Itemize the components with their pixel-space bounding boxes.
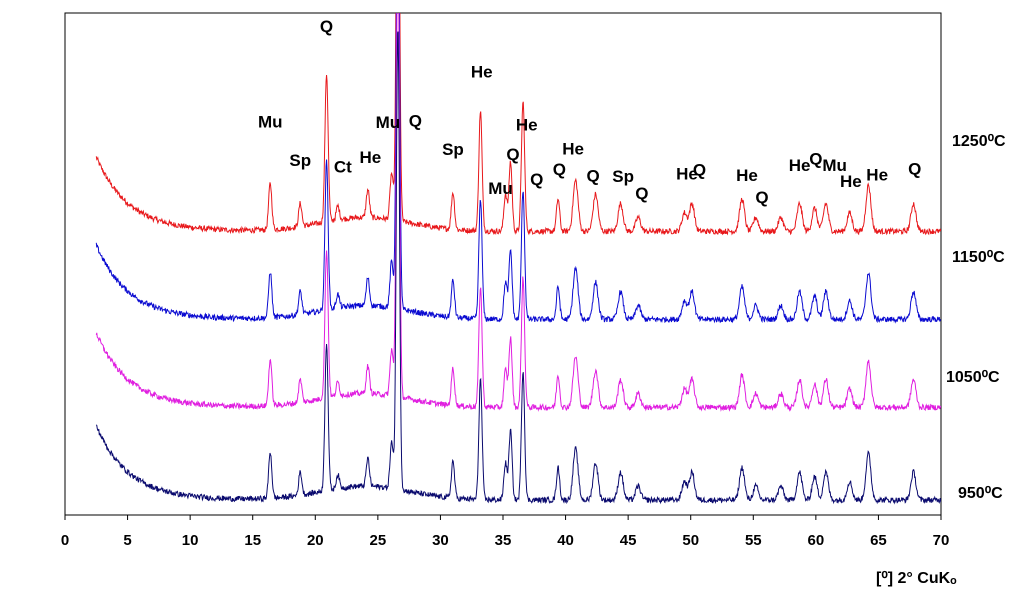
peak-label: Q <box>506 145 519 164</box>
peak-label: Mu <box>376 113 401 132</box>
x-tick-label: 50 <box>682 532 699 549</box>
peak-label: Q <box>755 188 768 207</box>
peak-label: He <box>789 156 811 175</box>
peak-label: Mu <box>488 179 513 198</box>
x-tick-label: 25 <box>370 532 387 549</box>
peak-label: Q <box>530 170 543 189</box>
peak-label: He <box>516 116 538 135</box>
peak-label: Q <box>320 17 333 36</box>
peak-label: Q <box>586 166 599 185</box>
x-tick-label: 10 <box>182 532 199 549</box>
plot-frame <box>64 12 942 516</box>
x-axis-ticks: 0 5 10 15 20 25 30 35 40 45 50 55 60 65 70 <box>61 515 950 549</box>
peak-label: Sp <box>612 167 634 186</box>
series-line <box>95 13 941 412</box>
x-tick-label: 40 <box>557 532 574 549</box>
peak-label: He <box>840 172 862 191</box>
peak-label: Sp <box>442 140 464 159</box>
x-tick-label: 55 <box>745 532 762 549</box>
peak-label: He <box>359 148 381 167</box>
peak-label: Q <box>409 112 422 131</box>
peak-label: Sp <box>289 151 311 170</box>
x-tick-label: 0 <box>61 532 69 549</box>
peak-label: He <box>471 63 493 82</box>
peak-label: He <box>676 165 698 184</box>
x-tick-label: 5 <box>123 532 131 549</box>
peak-label: Q <box>809 150 822 169</box>
series-label-1250: 1250⁰C <box>952 133 1006 150</box>
peak-label: Q <box>635 184 648 203</box>
peak-label: Q <box>693 160 706 179</box>
series-line <box>95 13 941 236</box>
series-line <box>95 31 941 505</box>
peak-label: Mu <box>822 156 847 175</box>
series-line <box>95 13 941 324</box>
x-tick-label: 65 <box>870 532 887 549</box>
x-tick-label: 60 <box>808 532 825 549</box>
series-label-950: 950⁰C <box>958 485 1003 502</box>
series-layer <box>95 13 941 505</box>
x-tick-label: 35 <box>495 532 512 549</box>
series-label-1150: 1150⁰C <box>952 249 1005 266</box>
series-label-1050: 1050⁰C <box>946 369 1000 386</box>
peak-label: Q <box>553 160 566 179</box>
x-tick-label: 15 <box>244 532 261 549</box>
peak-label: Q <box>908 159 921 178</box>
peak-label: He <box>866 165 888 184</box>
peak-label: He <box>562 139 584 158</box>
peak-label: Ct <box>334 158 352 177</box>
x-axis-title: [⁰] 2° CuKₒ <box>876 570 957 587</box>
x-tick-label: 30 <box>432 532 449 549</box>
peak-label: Mu <box>258 113 283 132</box>
x-tick-label: 45 <box>620 532 637 549</box>
x-tick-label: 20 <box>307 532 324 549</box>
x-tick-label: 70 <box>933 532 950 549</box>
peak-label: He <box>736 166 758 185</box>
